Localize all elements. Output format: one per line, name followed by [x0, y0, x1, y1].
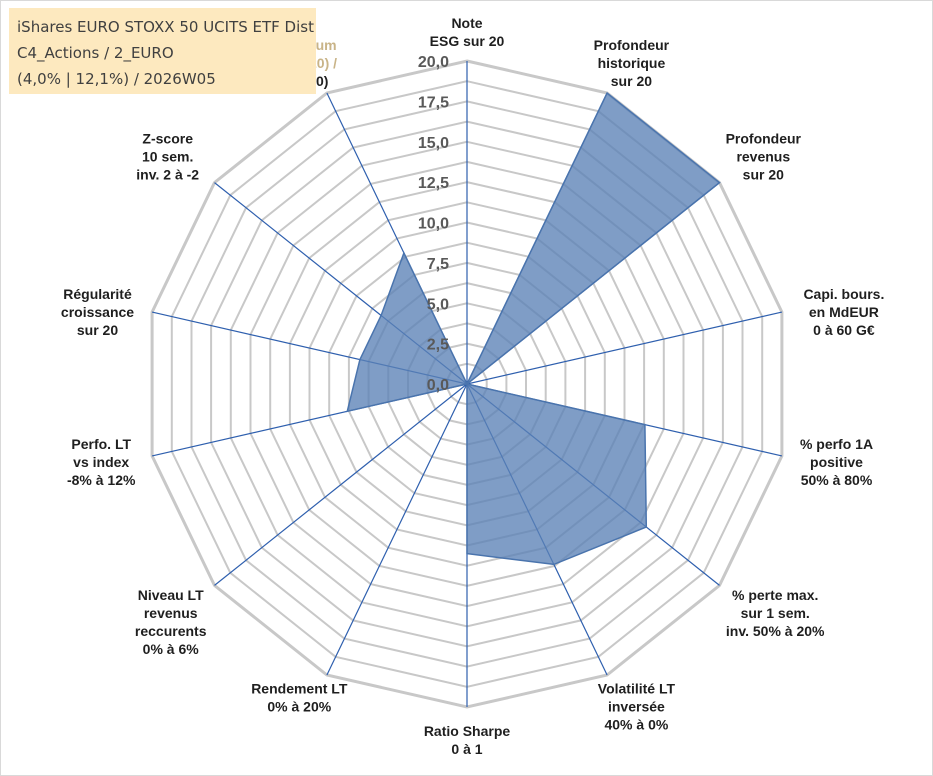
category-label: Note ESG sur 20 [430, 15, 505, 49]
category-label-line: inv. 2 à -2 [136, 167, 199, 183]
category-label-line: sur 20 [743, 167, 784, 183]
category-label-line: 0% à 20% [267, 698, 331, 714]
category-label-line: revenus [144, 605, 198, 621]
category-label-line: inv. 50% à 20% [726, 623, 825, 639]
category-label-line: Capi. bours. [803, 286, 884, 302]
category-label-line: Ratio Sharpe [424, 723, 511, 739]
category-label: Profondeur historique sur 20 [594, 37, 670, 89]
category-label-line: 50% à 80% [801, 472, 873, 488]
category-label-line: % perfo 1A [800, 436, 873, 452]
category-label-line: sur 1 sem. [741, 605, 810, 621]
radial-tick-labels: 0,0 2,5 5,0 7,5 10,0 12,5 15,0 17,5 20,0 [418, 54, 449, 394]
tick-label: 12,5 [418, 175, 449, 192]
title-line-category: C4_Actions / 2_EURO [17, 44, 174, 62]
category-label-line: Niveau LT [138, 587, 204, 603]
tick-label: 7,5 [427, 256, 449, 273]
category-label-line: Rendement LT [251, 680, 348, 696]
category-label-line: 40% à 0% [604, 716, 668, 732]
category-label: Perfo. LT vs index -8% à 12% [67, 436, 136, 488]
category-label-line: Volatilité LT [598, 680, 676, 696]
category-label-line: % perte max. [732, 587, 818, 603]
category-label-line: -8% à 12% [67, 472, 136, 488]
category-label: Rendement LT 0% à 20% [251, 680, 348, 714]
category-label-line: 0 à 1 [451, 741, 482, 757]
tick-label: 5,0 [427, 296, 449, 313]
category-label: Volatilité LT inversée 40% à 0% [598, 680, 676, 732]
axis-spoke [466, 311, 783, 385]
category-label-line: Perfo. LT [71, 436, 131, 452]
category-label-line: 10 sem. [142, 149, 193, 165]
category-label: Niveau LT revenus reccurents 0% à 6% [135, 587, 207, 657]
title-line-fund: iShares EURO STOXX 50 UCITS ETF Dist [17, 18, 314, 36]
category-label-line: Régularité [63, 286, 132, 302]
tick-label: 0,0 [427, 377, 449, 394]
category-label-line: sur 20 [611, 73, 652, 89]
axis-spoke [326, 383, 468, 676]
tick-label: 15,0 [418, 135, 449, 152]
category-label: % perfo 1A positive 50% à 80% [800, 436, 873, 488]
radar-series [346, 91, 721, 566]
tick-label: 2,5 [427, 337, 449, 354]
category-label-line: Profondeur [726, 131, 802, 147]
category-label-line: sur 20 [77, 322, 118, 338]
tick-label: 10,0 [418, 216, 449, 233]
series-area [346, 91, 721, 566]
axis-spoke [214, 383, 468, 586]
category-label-line: 0 à 60 G€ [813, 322, 875, 338]
category-label-line: Note [451, 15, 482, 31]
category-label-line: croissance [61, 304, 134, 320]
category-label-line: revenus [736, 149, 790, 165]
category-label: Profondeur revenus sur 20 [726, 131, 802, 183]
category-label-line: en MdEUR [809, 304, 879, 320]
category-label-line: ESG sur 20 [430, 33, 505, 49]
category-label-line: Profondeur [594, 37, 670, 53]
category-label-line: 0% à 6% [143, 641, 200, 657]
category-label-line: inversée [608, 698, 665, 714]
tick-label: 20,0 [418, 54, 449, 71]
category-label-line: Z-score [142, 131, 193, 147]
category-label: % perte max. sur 1 sem. inv. 50% à 20% [726, 587, 825, 639]
tick-label: 17,5 [418, 94, 449, 111]
category-label: Capi. bours. en MdEUR 0 à 60 G€ [803, 286, 884, 338]
category-label-line: positive [810, 454, 863, 470]
category-label: Z-score 10 sem. inv. 2 à -2 [136, 131, 199, 183]
chart-title-box: iShares EURO STOXX 50 UCITS ETF Dist C4_… [9, 8, 316, 94]
category-label: Ratio Sharpe 0 à 1 [424, 723, 511, 757]
category-label: Régularité croissance sur 20 [61, 286, 134, 338]
category-label-line: reccurents [135, 623, 207, 639]
category-label-line: vs index [73, 454, 129, 470]
category-label-line: historique [598, 55, 666, 71]
title-line-stats: (4,0% | 12,1%) / 2026W05 [17, 70, 216, 88]
